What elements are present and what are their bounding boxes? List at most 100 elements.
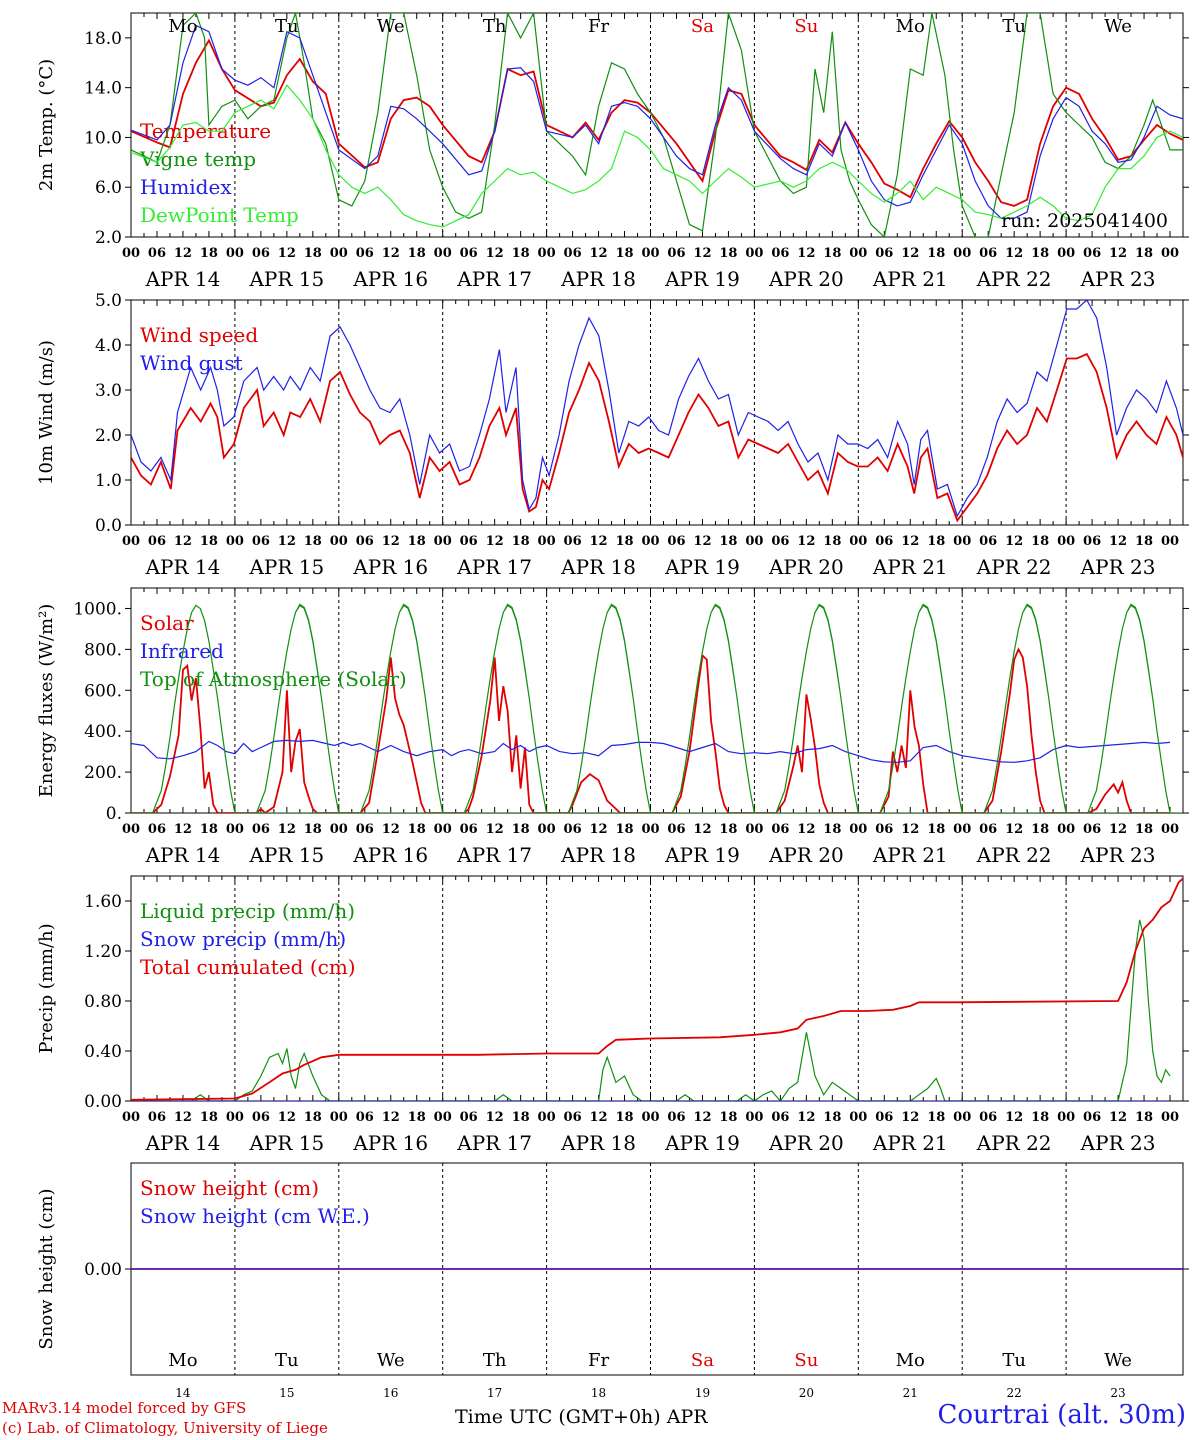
x-hour-label: 06 bbox=[460, 822, 478, 837]
x-date-label: APR 22 bbox=[976, 555, 1052, 579]
y-tick-label: 800. bbox=[84, 640, 122, 660]
y-axis-label: 10m Wind (m/s) bbox=[36, 340, 57, 485]
x-hour-label: 06 bbox=[1083, 534, 1101, 549]
series-line-humidex bbox=[131, 24, 1183, 219]
x-hour-label: 06 bbox=[875, 534, 893, 549]
series-line-liquid-precip-mm-h- bbox=[131, 919, 1171, 1101]
x-hour-label: 06 bbox=[564, 534, 582, 549]
x-date-label: APR 17 bbox=[456, 843, 532, 867]
series-line-total-cumulated-cm- bbox=[131, 877, 1183, 1101]
x-hour-label: 12 bbox=[1109, 246, 1127, 261]
weekday-label: We bbox=[1104, 16, 1132, 37]
x-hour-label: 06 bbox=[564, 246, 582, 261]
x-hour-label: 18 bbox=[304, 534, 322, 549]
x-hour-label: 12 bbox=[278, 246, 296, 261]
y-tick-label: 600. bbox=[84, 681, 122, 701]
weekday-label: Tu bbox=[1002, 1350, 1026, 1371]
x-date-label: APR 14 bbox=[145, 555, 221, 579]
x-date-label: APR 16 bbox=[352, 267, 428, 291]
day-number-label: 15 bbox=[279, 1386, 294, 1400]
x-hour-label: 18 bbox=[1135, 246, 1153, 261]
y-axis-label: Snow height (cm) bbox=[36, 1188, 57, 1349]
x-hour-label: 00 bbox=[745, 822, 763, 837]
x-hour-label: 00 bbox=[849, 246, 867, 261]
x-hour-label: 00 bbox=[330, 1110, 348, 1125]
x-date-label: APR 23 bbox=[1080, 267, 1156, 291]
x-hour-label: 00 bbox=[953, 534, 971, 549]
x-hour-label: 12 bbox=[382, 246, 400, 261]
x-hour-label: 18 bbox=[927, 534, 945, 549]
x-hour-label: 00 bbox=[226, 246, 244, 261]
x-hour-label: 12 bbox=[1005, 246, 1023, 261]
x-hour-label: 00 bbox=[641, 1110, 659, 1125]
x-hour-label: 00 bbox=[849, 534, 867, 549]
weekday-label: Mo bbox=[168, 16, 197, 37]
x-hour-label: 00 bbox=[1057, 1110, 1075, 1125]
x-date-label: APR 18 bbox=[560, 843, 636, 867]
x-date-label: APR 15 bbox=[248, 555, 324, 579]
y-tick-label: 0.00 bbox=[84, 1260, 122, 1280]
x-hour-label: 12 bbox=[693, 534, 711, 549]
y-tick-label: 0.00 bbox=[84, 1092, 122, 1112]
y-tick-label: 400. bbox=[84, 722, 122, 742]
y-tick-label: 1.60 bbox=[84, 892, 122, 912]
x-date-label: APR 17 bbox=[456, 267, 532, 291]
x-hour-label: 12 bbox=[901, 246, 919, 261]
weekday-label: Fr bbox=[588, 16, 609, 37]
x-date-label: APR 15 bbox=[248, 1131, 324, 1155]
x-hour-label: 06 bbox=[356, 1110, 374, 1125]
weekday-label: We bbox=[377, 16, 405, 37]
x-date-label: APR 23 bbox=[1080, 1131, 1156, 1155]
x-hour-label: 18 bbox=[200, 1110, 218, 1125]
x-hour-label: 18 bbox=[615, 822, 633, 837]
x-hour-label: 12 bbox=[1109, 534, 1127, 549]
x-date-label: APR 21 bbox=[872, 267, 948, 291]
x-date-label: APR 15 bbox=[248, 843, 324, 867]
x-hour-label: 00 bbox=[538, 822, 556, 837]
weekday-label: Th bbox=[483, 16, 507, 37]
x-hour-label: 18 bbox=[512, 246, 530, 261]
x-hour-label: 12 bbox=[174, 1110, 192, 1125]
weekday-label: Sa bbox=[691, 1350, 714, 1371]
x-axis-title: Time UTC (GMT+0h) APR bbox=[455, 1406, 708, 1428]
x-hour-label: 06 bbox=[252, 822, 270, 837]
y-axis-label: Precip (mm/h) bbox=[36, 923, 57, 1053]
plot-frame-2 bbox=[130, 587, 1184, 814]
x-hour-label: 12 bbox=[693, 246, 711, 261]
x-hour-label: 12 bbox=[797, 246, 815, 261]
x-hour-label: 00 bbox=[330, 822, 348, 837]
x-hour-label: 12 bbox=[382, 534, 400, 549]
x-date-label: APR 23 bbox=[1080, 555, 1156, 579]
x-date-label: APR 14 bbox=[145, 267, 221, 291]
x-date-label: APR 19 bbox=[664, 1131, 740, 1155]
x-hour-label: 12 bbox=[797, 822, 815, 837]
weekday-label: Fr bbox=[588, 1350, 609, 1371]
x-hour-label: 18 bbox=[408, 534, 426, 549]
x-hour-label: 18 bbox=[1135, 534, 1153, 549]
x-hour-label: 18 bbox=[512, 822, 530, 837]
x-hour-label: 12 bbox=[590, 534, 608, 549]
x-hour-label: 00 bbox=[122, 1110, 140, 1125]
x-hour-label: 00 bbox=[1057, 246, 1075, 261]
x-hour-label: 00 bbox=[226, 822, 244, 837]
x-hour-label: 00 bbox=[538, 534, 556, 549]
y-tick-label: 2.0 bbox=[95, 426, 122, 446]
x-date-label: APR 19 bbox=[664, 267, 740, 291]
x-hour-label: 06 bbox=[771, 246, 789, 261]
x-date-label: APR 21 bbox=[872, 843, 948, 867]
x-hour-label: 00 bbox=[953, 822, 971, 837]
plot-frame-0 bbox=[130, 12, 1184, 238]
x-hour-label: 00 bbox=[849, 1110, 867, 1125]
x-hour-label: 18 bbox=[615, 1110, 633, 1125]
x-hour-label: 06 bbox=[667, 822, 685, 837]
y-tick-label: 0.40 bbox=[84, 1042, 122, 1062]
x-hour-label: 00 bbox=[641, 246, 659, 261]
x-hour-label: 12 bbox=[486, 1110, 504, 1125]
x-hour-label: 00 bbox=[1161, 822, 1179, 837]
x-hour-label: 00 bbox=[745, 246, 763, 261]
x-hour-label: 18 bbox=[719, 1110, 737, 1125]
x-hour-label: 18 bbox=[823, 246, 841, 261]
x-hour-label: 12 bbox=[486, 246, 504, 261]
x-hour-label: 06 bbox=[356, 534, 374, 549]
